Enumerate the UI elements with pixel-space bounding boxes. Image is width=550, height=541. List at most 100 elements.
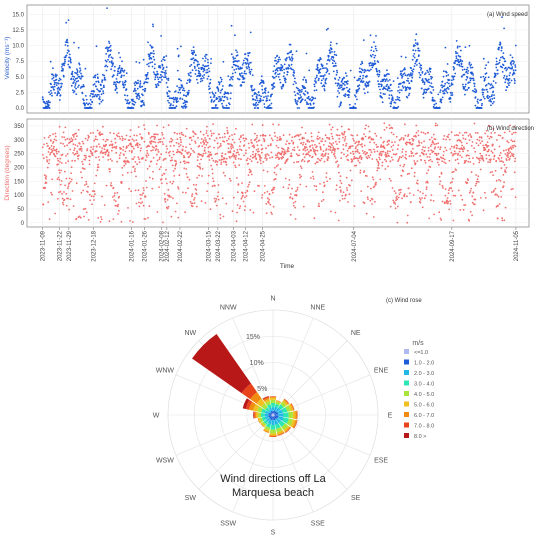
wind-speed-point [55, 75, 57, 78]
wind-direction-point [282, 134, 285, 137]
wind-speed-point [505, 89, 507, 92]
wind-direction-point [418, 144, 421, 147]
wind-speed-point [485, 72, 488, 75]
wind-direction-point [60, 180, 63, 182]
wind-speed-point [390, 83, 392, 86]
wind-speed-point [106, 46, 108, 49]
wind-direction-point [48, 218, 51, 221]
wind-speed-point [462, 83, 464, 86]
wind-direction-point [223, 157, 226, 160]
wind-speed-point [251, 84, 253, 87]
wind-speed-point [332, 56, 335, 59]
wind-direction-point [185, 127, 188, 130]
wind-direction-point [209, 145, 211, 148]
wind-speed-point [201, 79, 204, 82]
wind-direction-point [264, 157, 266, 159]
wind-speed-point [506, 75, 508, 78]
wind-speed-point [258, 94, 261, 96]
rose-bar-segment [264, 413, 269, 417]
wind-direction-point [202, 139, 205, 142]
wind-speed-point [338, 105, 341, 108]
wind-direction-point [351, 145, 354, 147]
wind-direction-point [239, 148, 241, 151]
wind-direction-point [217, 191, 220, 194]
wind-direction-point [95, 174, 98, 177]
wind-speed-point [134, 89, 137, 92]
wind-direction-point [498, 203, 501, 205]
wind-direction-point [155, 163, 158, 165]
legend-swatch [404, 391, 409, 396]
wind-direction-point [332, 142, 335, 144]
wind-direction-point [294, 194, 296, 197]
wind-direction-point [50, 139, 52, 142]
wind-direction-point [208, 137, 211, 140]
wind-direction-point [127, 144, 130, 147]
wind-direction-point [136, 134, 138, 137]
wind-direction-point [173, 144, 175, 147]
wind-speed-point [98, 102, 101, 105]
wind-direction-point [500, 196, 503, 198]
wind-speed-point [322, 77, 325, 80]
wind-direction-point [415, 124, 418, 127]
wind-speed-point [357, 79, 360, 81]
wind-speed-point [504, 81, 507, 84]
wind-speed-point [443, 89, 445, 92]
wind-direction-point [237, 183, 240, 186]
wind-speed-point [123, 69, 126, 72]
wind-direction-point [136, 163, 139, 166]
wind-speed-point [450, 82, 453, 85]
wind-speed-point [476, 100, 479, 103]
wind-direction-point [225, 157, 228, 160]
wind-speed-point [236, 77, 239, 80]
wind-direction-point [339, 175, 342, 178]
wind-speed-point [147, 41, 149, 44]
wind-speed-point [202, 64, 205, 67]
wind-direction-point [300, 175, 303, 178]
wind-speed-point [482, 91, 485, 94]
wind-speed-point [362, 39, 365, 41]
wind-direction-point [219, 213, 222, 216]
wind-direction-point [466, 181, 469, 184]
wind-speed-point [257, 91, 260, 93]
wind-speed-point [148, 54, 151, 56]
wind-direction-point [459, 209, 462, 211]
wind-direction-point [338, 171, 340, 174]
wind-direction-point [224, 136, 226, 138]
wind-speed-point [414, 42, 417, 44]
wind-speed-point [359, 75, 362, 78]
wind-direction-point [238, 153, 240, 156]
wind-direction-point [175, 141, 178, 144]
wind-speed-point [248, 66, 251, 69]
wind-direction-point [74, 152, 77, 155]
wind-direction-point [290, 155, 293, 158]
wind-direction-point [350, 145, 352, 148]
wind-speed-point [317, 79, 320, 82]
wind-direction-point [269, 157, 271, 159]
wind-direction-point [163, 173, 166, 175]
wind-speed-point [91, 101, 94, 104]
wind-direction-point [298, 149, 301, 152]
wind-direction-plot-area [26, 118, 530, 228]
wind-speed-point [320, 58, 322, 60]
wind-speed-point [464, 46, 467, 49]
wind-direction-point [322, 198, 325, 201]
wind-direction-point [482, 144, 485, 147]
wind-direction-point [322, 150, 325, 153]
rose-direction-label: WNW [156, 368, 175, 375]
wind-speed-point [277, 58, 280, 61]
wind-direction-point [232, 196, 235, 199]
wind-direction-point [512, 155, 515, 158]
wind-direction-point [344, 135, 347, 138]
wind-direction-point [346, 149, 349, 152]
wind-direction-point [179, 161, 182, 164]
wind-direction-point [244, 196, 246, 199]
wind-speed-point [220, 80, 223, 83]
wind-direction-point [387, 143, 390, 146]
wind-direction-point [391, 141, 393, 144]
wind-speed-point [301, 88, 303, 91]
wind-speed-point [420, 64, 423, 67]
wind-speed-point [330, 58, 333, 60]
wind-direction-point [505, 149, 507, 151]
wind-direction-point [179, 144, 182, 146]
wind-direction-point [238, 207, 241, 210]
